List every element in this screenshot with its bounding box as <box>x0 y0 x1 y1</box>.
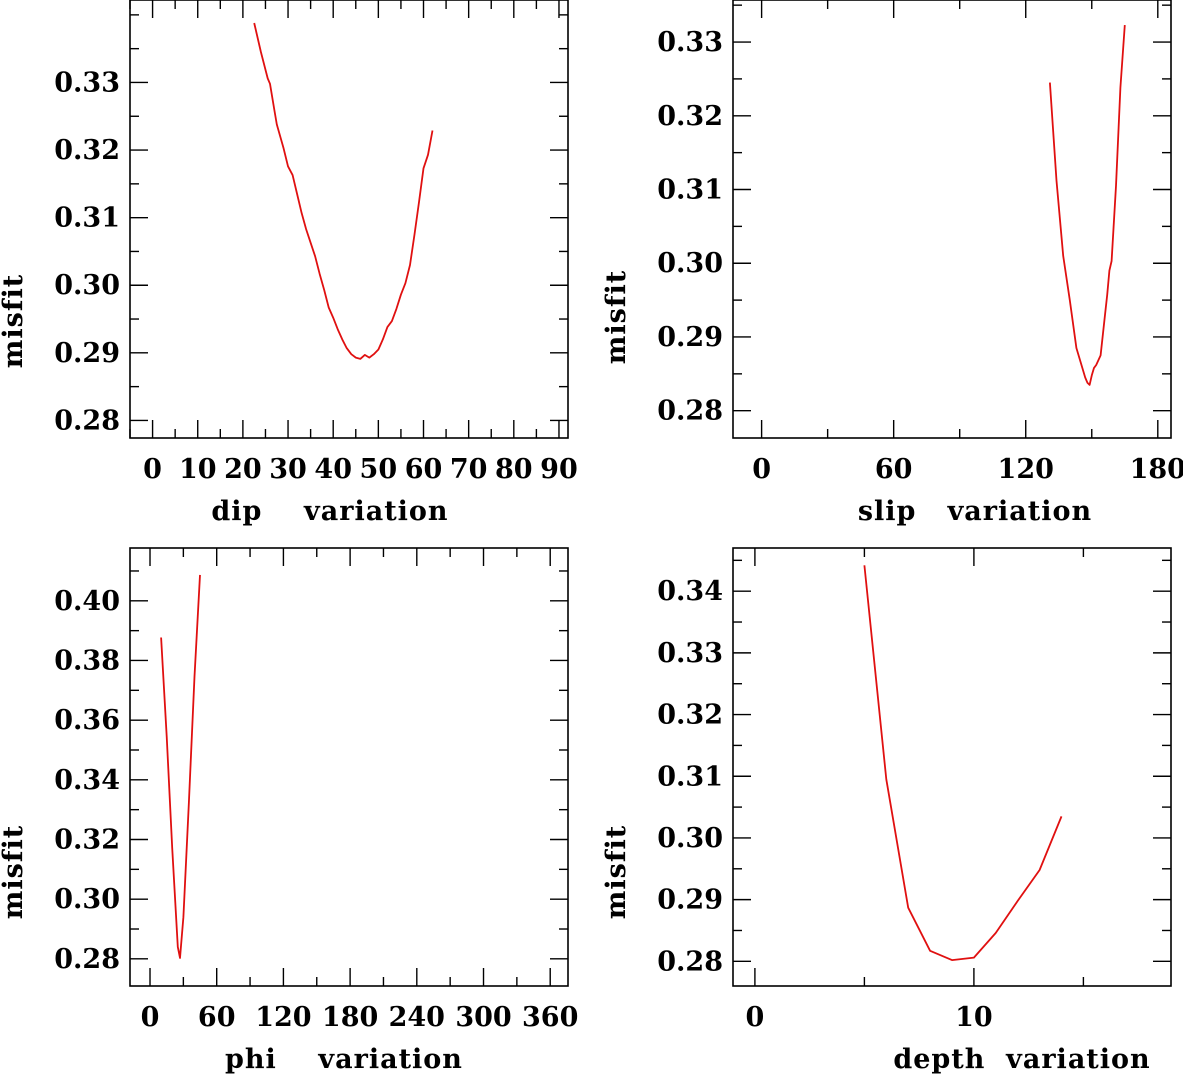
phi-x-tick-label: 0 <box>141 1002 160 1033</box>
dip-x-tick-label: 30 <box>269 454 307 485</box>
dip-y-tick-label: 0.30 <box>54 270 120 301</box>
depth-y-tick-label: 0.30 <box>657 823 723 854</box>
depth-y-axis-label: misfit <box>601 825 632 919</box>
dip-y-tick-label: 0.32 <box>54 135 120 166</box>
slip-y-tick-label: 0.30 <box>657 248 723 279</box>
dip-x-tick-label: 10 <box>179 454 217 485</box>
slip-panel: 0 60 120 180 0.28 0.29 0.30 0.31 0.32 0.33 slip va… <box>601 0 1183 527</box>
phi-x-axis-label: phi variation <box>225 1044 463 1075</box>
slip-misfit-line <box>1049 25 1126 386</box>
depth-y-tick-label: 0.34 <box>657 576 723 607</box>
depth-y-tick-label: 0.32 <box>657 700 723 731</box>
phi-y-tick-label: 0.30 <box>54 884 120 915</box>
dip-x-axis-label: dip variation <box>211 496 448 527</box>
phi-x-tick-label: 360 <box>522 1002 578 1033</box>
phi-x-tick-label: 240 <box>389 1002 445 1033</box>
dip-x-tick-label: 50 <box>360 454 398 485</box>
depth-panel: 0 10 0.28 0.29 0.30 0.31 0.32 0.33 0.34 depth var… <box>601 547 1172 1075</box>
depth-y-tick-label: 0.28 <box>657 946 723 977</box>
dip-x-tick-label: 80 <box>495 454 533 485</box>
phi-x-tick-label: 300 <box>455 1002 511 1033</box>
dip-panel: 0 10 20 30 40 50 60 70 80 90 0.28 0.29 0.30 0.31 0.32 0… <box>0 0 578 527</box>
slip-x-tick-label: 0 <box>752 454 771 485</box>
dip-x-tick-label: 90 <box>540 454 578 485</box>
depth-y-tick-label: 0.31 <box>657 761 723 792</box>
dip-x-tick-label: 70 <box>450 454 488 485</box>
slip-y-tick-label: 0.32 <box>657 101 723 132</box>
phi-y-axis-label: misfit <box>0 825 29 919</box>
slip-y-tick-label: 0.28 <box>657 396 723 427</box>
phi-panel: 0 60 120 180 240 300 360 0.28 0.30 0.32 0.34 0.36 0.… <box>0 547 578 1075</box>
dip-y-tick-label: 0.28 <box>54 405 120 436</box>
dip-x-tick-label: 20 <box>224 454 262 485</box>
dip-y-tick-label: 0.29 <box>54 338 120 369</box>
dip-x-tick-label: 0 <box>143 454 162 485</box>
dip-y-axis-label: misfit <box>0 274 29 368</box>
dip-misfit-line <box>253 22 434 360</box>
phi-plot-frame <box>129 547 569 987</box>
phi-y-tick-label: 0.38 <box>54 645 120 676</box>
slip-x-tick-label: 180 <box>1130 454 1183 485</box>
dip-x-tick-label: 60 <box>405 454 443 485</box>
slip-plot-frame <box>732 0 1172 439</box>
slip-x-tick-label: 120 <box>998 454 1054 485</box>
slip-x-axis-label: slip variation <box>858 496 1092 527</box>
dip-x-tick-label: 40 <box>314 454 352 485</box>
depth-misfit-line <box>863 565 1063 961</box>
phi-x-tick-label: 60 <box>198 1002 236 1033</box>
dip-y-tick-label: 0.31 <box>54 203 120 234</box>
depth-x-axis-label: depth variation <box>893 1044 1150 1075</box>
phi-y-tick-label: 0.40 <box>54 586 120 617</box>
phi-x-tick-label: 180 <box>322 1002 378 1033</box>
phi-y-tick-label: 0.32 <box>54 825 120 856</box>
slip-x-tick-label: 60 <box>875 454 913 485</box>
phi-misfit-line <box>160 574 201 959</box>
depth-x-tick-label: 0 <box>746 1002 765 1033</box>
depth-x-tick-label: 10 <box>955 1002 993 1033</box>
slip-y-axis-label: misfit <box>601 270 632 364</box>
slip-y-tick-label: 0.29 <box>657 322 723 353</box>
depth-y-tick-label: 0.29 <box>657 885 723 916</box>
dip-plot-frame <box>129 0 569 439</box>
phi-y-tick-label: 0.34 <box>54 765 120 796</box>
dip-y-tick-label: 0.33 <box>54 67 120 98</box>
slip-y-tick-label: 0.31 <box>657 175 723 206</box>
depth-y-tick-label: 0.33 <box>657 638 723 669</box>
phi-y-tick-label: 0.28 <box>54 944 120 975</box>
phi-x-tick-label: 120 <box>255 1002 311 1033</box>
depth-plot-frame <box>732 547 1172 987</box>
slip-y-tick-label: 0.33 <box>657 27 723 58</box>
phi-y-tick-label: 0.36 <box>54 705 120 736</box>
